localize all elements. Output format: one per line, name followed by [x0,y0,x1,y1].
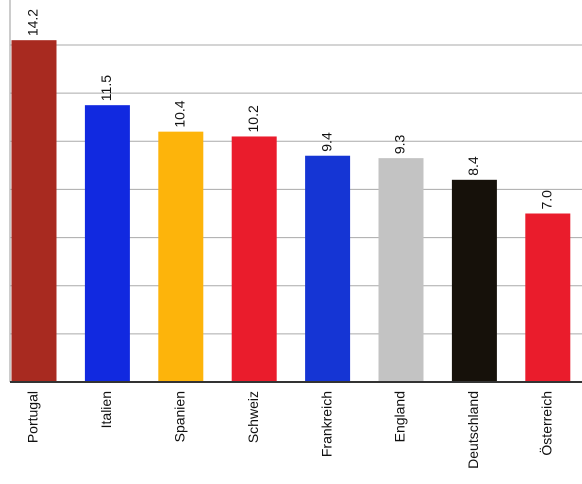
value-label: 14.2 [25,9,41,36]
value-label: 11.5 [98,75,114,101]
x-tick-label: Deutschland [465,391,481,469]
bar [84,105,130,382]
value-label: 9.3 [392,134,408,154]
x-tick-label: Österreich [538,391,555,456]
value-label: 7.0 [539,190,555,210]
value-label: 9.4 [318,132,334,152]
value-label: 10.2 [245,105,261,132]
bar [305,155,351,382]
x-tick-label: Frankreich [318,391,334,457]
value-label: 10.4 [172,100,188,127]
x-tick-label: Spanien [172,391,188,442]
bar [11,40,57,382]
x-tick-label: England [392,391,408,442]
bar [451,179,497,382]
x-tick-label: Italien [98,391,114,428]
bar [378,158,424,382]
bar [158,131,204,382]
x-tick-label: Portugal [25,391,41,443]
value-label: 8.4 [465,156,481,176]
bar [525,213,571,382]
x-tick-label: Schweiz [245,391,261,443]
bar [231,136,277,382]
